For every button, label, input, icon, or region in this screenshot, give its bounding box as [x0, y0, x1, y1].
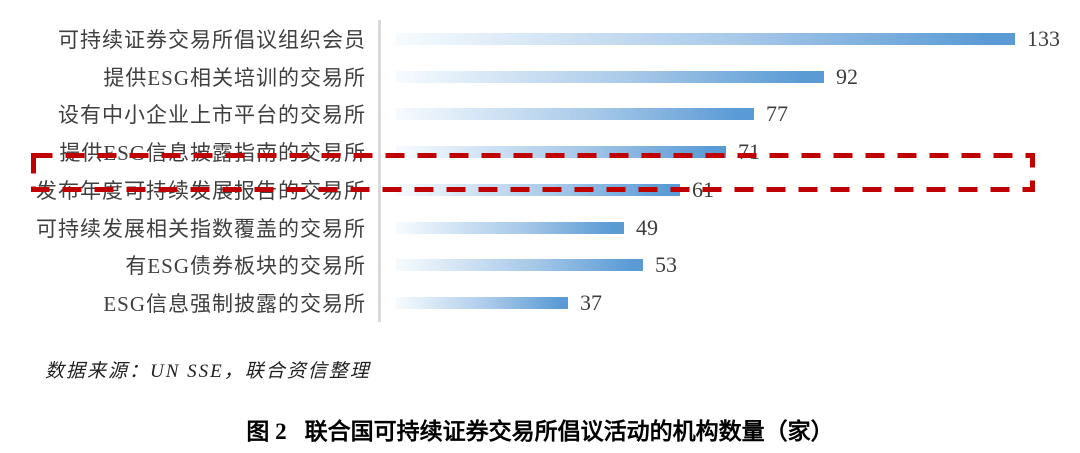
- category-label: 设有中小企业上市平台的交易所: [58, 103, 366, 128]
- value-label: 49: [636, 214, 658, 240]
- bar-zone: 77: [380, 101, 1080, 127]
- bar: [396, 183, 680, 196]
- chart-row: ESG信息强制披露的交易所 37: [0, 284, 1080, 322]
- bar: [396, 259, 643, 272]
- bar: [396, 146, 726, 159]
- category-label: 可持续发展相关指数覆盖的交易所: [36, 216, 366, 241]
- category-label: 提供ESG信息披露指南的交易所: [59, 141, 366, 166]
- bar: [396, 70, 824, 83]
- figure-caption: 图 2 联合国可持续证券交易所倡议活动的机构数量（家）: [0, 412, 1080, 446]
- bar: [396, 297, 568, 310]
- bar-chart: 可持续证券交易所倡议组织会员 133 提供ESG相关培训的交易所 92 设有中小企业上市…: [0, 20, 1080, 322]
- bar: [396, 108, 754, 121]
- value-label: 77: [766, 101, 788, 127]
- value-label: 61: [692, 176, 714, 202]
- bar-zone: 53: [380, 252, 1080, 278]
- bar-zone: 133: [380, 26, 1080, 52]
- value-label: 37: [580, 290, 602, 316]
- category-label: ESG信息强制披露的交易所: [103, 292, 366, 317]
- chart-row: 提供ESG相关培训的交易所 92: [0, 58, 1080, 96]
- value-label: 53: [655, 252, 677, 278]
- bar: [396, 32, 1015, 45]
- caption-number: 图 2: [246, 419, 287, 444]
- value-label: 133: [1027, 25, 1060, 51]
- bar: [396, 221, 624, 234]
- category-label: 可持续证券交易所倡议组织会员: [58, 27, 366, 52]
- caption-title: 联合国可持续证券交易所倡议活动的机构数量（家）: [304, 419, 834, 444]
- chart-row: 发布年度可持续发展报告的交易所 61: [0, 171, 1080, 209]
- chart-row: 设有中小企业上市平台的交易所 77: [0, 96, 1080, 134]
- chart-rows: 可持续证券交易所倡议组织会员 133 提供ESG相关培训的交易所 92 设有中小企业上市…: [0, 20, 1080, 322]
- bar-zone: 49: [380, 215, 1080, 241]
- category-label: 发布年度可持续发展报告的交易所: [36, 178, 366, 203]
- value-label: 92: [836, 63, 858, 89]
- chart-row: 可持续证券交易所倡议组织会员 133: [0, 20, 1080, 58]
- chart-row: 有ESG债券板块的交易所 53: [0, 247, 1080, 285]
- bar-zone: 61: [380, 177, 1080, 203]
- chart-row: 提供ESG信息披露指南的交易所 71: [0, 133, 1080, 171]
- bar-zone: 92: [380, 64, 1080, 90]
- category-label: 有ESG债券板块的交易所: [125, 254, 366, 279]
- bar-zone: 37: [380, 290, 1080, 316]
- source-note: 数据来源：UN SSE，联合资信整理: [45, 361, 371, 382]
- category-label: 提供ESG相关培训的交易所: [103, 65, 366, 90]
- value-label: 71: [738, 139, 760, 165]
- bar-zone: 71: [380, 139, 1080, 165]
- chart-row: 可持续发展相关指数覆盖的交易所 49: [0, 209, 1080, 247]
